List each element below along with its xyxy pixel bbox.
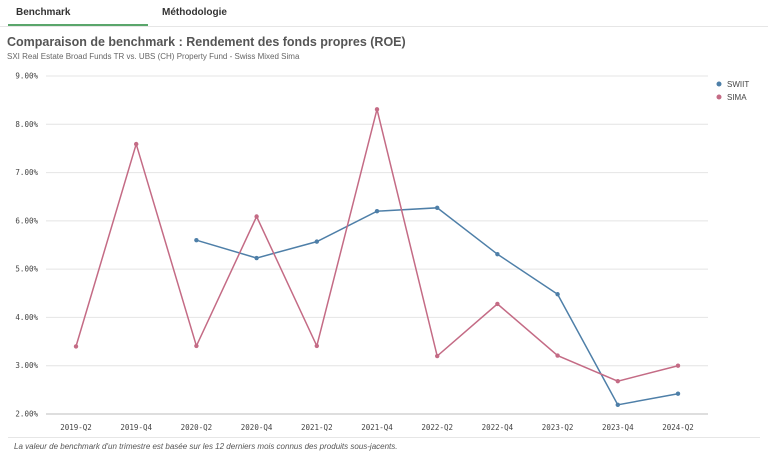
x-axis-ticks: 2019-Q2 2019-Q4 2020-Q2 2020-Q4 2021-Q2 2021-… [60,423,694,432]
chart-title: Comparaison de benchmark : Rendement des… [7,35,406,49]
data-point-swiit [314,239,319,244]
y-tick-label: 7.00% [15,168,38,177]
tab-divider [0,26,768,27]
x-tick-label: 2022-Q4 [482,423,514,432]
data-point-sima [374,107,380,112]
data-point-sima [73,344,79,349]
legend-marker-swiit [716,81,722,87]
tab-benchmark[interactable]: Benchmark [16,7,71,18]
y-tick-label: 3.00% [15,361,38,370]
series-line-sima [75,109,679,382]
x-tick-label: 2022-Q2 [421,423,453,432]
data-point-swiit [555,292,560,297]
y-tick-label: 6.00% [15,216,38,225]
data-point-sima [435,353,440,359]
y-tick-label: 9.00% [15,72,38,81]
x-tick-label: 2023-Q2 [542,423,574,432]
data-point-sima [555,353,560,358]
legend-marker-sima [716,94,722,100]
data-point-swiit [495,251,500,257]
tab-bar: Benchmark Méthodologie [0,0,768,28]
series-lines [73,107,681,408]
footer-divider [8,437,760,438]
footer-note: La valeur de benchmark d'un trimestre es… [14,442,398,451]
active-tab-indicator [8,24,148,26]
data-point-swiit [435,205,440,211]
data-point-swiit [615,402,620,408]
x-tick-label: 2021-Q4 [361,423,393,432]
chart-legend: SWIIT SIMA [716,80,749,102]
data-point-sima [495,301,500,307]
chart-grid [46,75,708,415]
x-tick-label: 2024-Q2 [662,423,694,432]
data-point-sima [194,343,199,349]
tab-methodologie[interactable]: Méthodologie [162,7,227,18]
data-point-swiit [374,209,380,214]
legend-label-sima: SIMA [727,93,747,102]
y-tick-label: 2.00% [15,410,38,419]
y-tick-label: 4.00% [15,313,38,322]
y-tick-label: 8.00% [15,120,38,129]
chart-subtitle: SXI Real Estate Broad Funds TR vs. UBS (… [7,52,300,61]
data-point-sima [615,378,620,384]
data-point-swiit [194,237,199,243]
x-tick-label: 2019-Q2 [60,423,92,432]
x-tick-label: 2020-Q4 [241,423,273,432]
x-tick-label: 2021-Q2 [301,423,333,432]
x-tick-label: 2023-Q4 [602,423,634,432]
data-point-sima [134,141,139,147]
data-point-sima [254,214,259,219]
legend-label-swiit: SWIIT [727,80,749,89]
data-point-sima [314,343,319,349]
y-axis-ticks: 2.00% 3.00% 4.00% 5.00% 6.00% 7.00% 8.00% 9.00% [15,72,38,419]
x-tick-label: 2020-Q2 [181,423,213,432]
data-point-swiit [254,255,259,261]
x-tick-label: 2019-Q4 [120,423,152,432]
data-point-swiit [675,391,681,396]
data-point-sima [675,363,681,368]
y-tick-label: 5.00% [15,265,38,274]
